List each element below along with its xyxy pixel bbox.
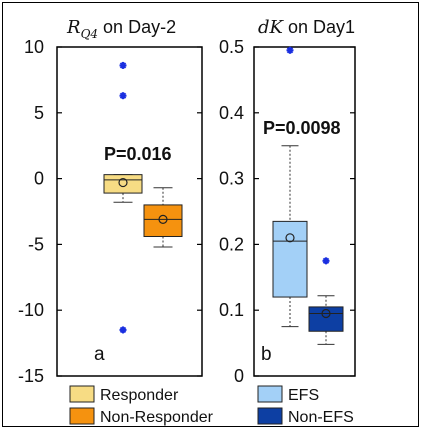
y-tick-label: -15 <box>18 366 44 386</box>
outlier-stroke <box>322 257 330 265</box>
title-suffix: on Day1 <box>283 17 355 37</box>
y-tick-label: 0.4 <box>219 103 244 123</box>
title-suffix: on Day-2 <box>98 17 176 37</box>
title-variable: dK <box>258 17 285 38</box>
iqr-box <box>272 220 308 298</box>
y-tick-label: 0.2 <box>219 234 244 254</box>
outlier-stroke <box>286 47 294 54</box>
plot-area-border <box>253 46 356 377</box>
iqr-box <box>308 306 344 332</box>
outlier-stroke <box>119 92 127 99</box>
panel-letter: a <box>94 344 105 365</box>
figure-frame <box>2 2 419 427</box>
outlier-point <box>119 326 127 334</box>
panel-title: dK on Day1 <box>258 17 355 38</box>
y-tick-label: 0 <box>34 169 44 189</box>
box-0 <box>103 61 143 334</box>
box-1 <box>308 257 344 345</box>
y-tick-label: 5 <box>34 103 44 123</box>
y-tick-label: 0.5 <box>219 37 244 57</box>
y-tick-label: 0.1 <box>219 300 244 320</box>
panel-letter: b <box>261 344 272 365</box>
legend: Responder Non-Responder <box>69 385 214 426</box>
outlier-stroke <box>119 326 127 334</box>
outlier-point <box>119 92 127 100</box>
legend-swatch <box>257 385 283 403</box>
outlier-point <box>322 257 330 265</box>
y-tick-label: 0.3 <box>219 169 244 189</box>
outlier-point <box>119 61 127 69</box>
panel-b: 0 0.1 0.2 0.3 0.4 0.5 dK on Day1 P=0.0098 b EFS No… <box>219 17 356 426</box>
legend-label: Non-Responder <box>100 409 214 426</box>
legend-label: Non-EFS <box>288 409 354 426</box>
plot-area-border <box>56 46 203 377</box>
mean-marker <box>321 308 331 319</box>
p-value-label: P=0.016 <box>104 144 172 164</box>
y-tick-label: -5 <box>28 234 44 254</box>
panel-title: RQ4 on Day-2 <box>66 17 176 41</box>
outlier-stroke <box>119 62 127 69</box>
iqr-box <box>143 204 183 238</box>
y-tick-label: 0 <box>234 366 244 386</box>
y-tick-label: 10 <box>24 37 44 57</box>
legend: EFS Non-EFS <box>257 385 354 426</box>
panel-a: -15 -10 -5 0 5 10 RQ4 on Day-2 P=0.016 a Responde… <box>18 17 214 426</box>
y-tick-label: -10 <box>18 300 44 320</box>
title-variable: R <box>66 17 81 38</box>
outlier-point <box>286 46 294 54</box>
legend-swatch <box>69 385 95 403</box>
box-1 <box>143 187 183 248</box>
legend-swatch <box>257 407 283 425</box>
legend-swatch <box>69 407 95 425</box>
legend-label: EFS <box>288 387 319 404</box>
p-value-label: P=0.0098 <box>263 118 341 138</box>
legend-label: Responder <box>100 387 179 404</box>
box-0 <box>272 46 308 328</box>
mean-marker <box>118 177 128 188</box>
mean-marker <box>285 233 295 243</box>
mean-marker <box>158 214 168 224</box>
title-subscript: Q4 <box>81 27 98 41</box>
iqr-box <box>103 174 143 194</box>
